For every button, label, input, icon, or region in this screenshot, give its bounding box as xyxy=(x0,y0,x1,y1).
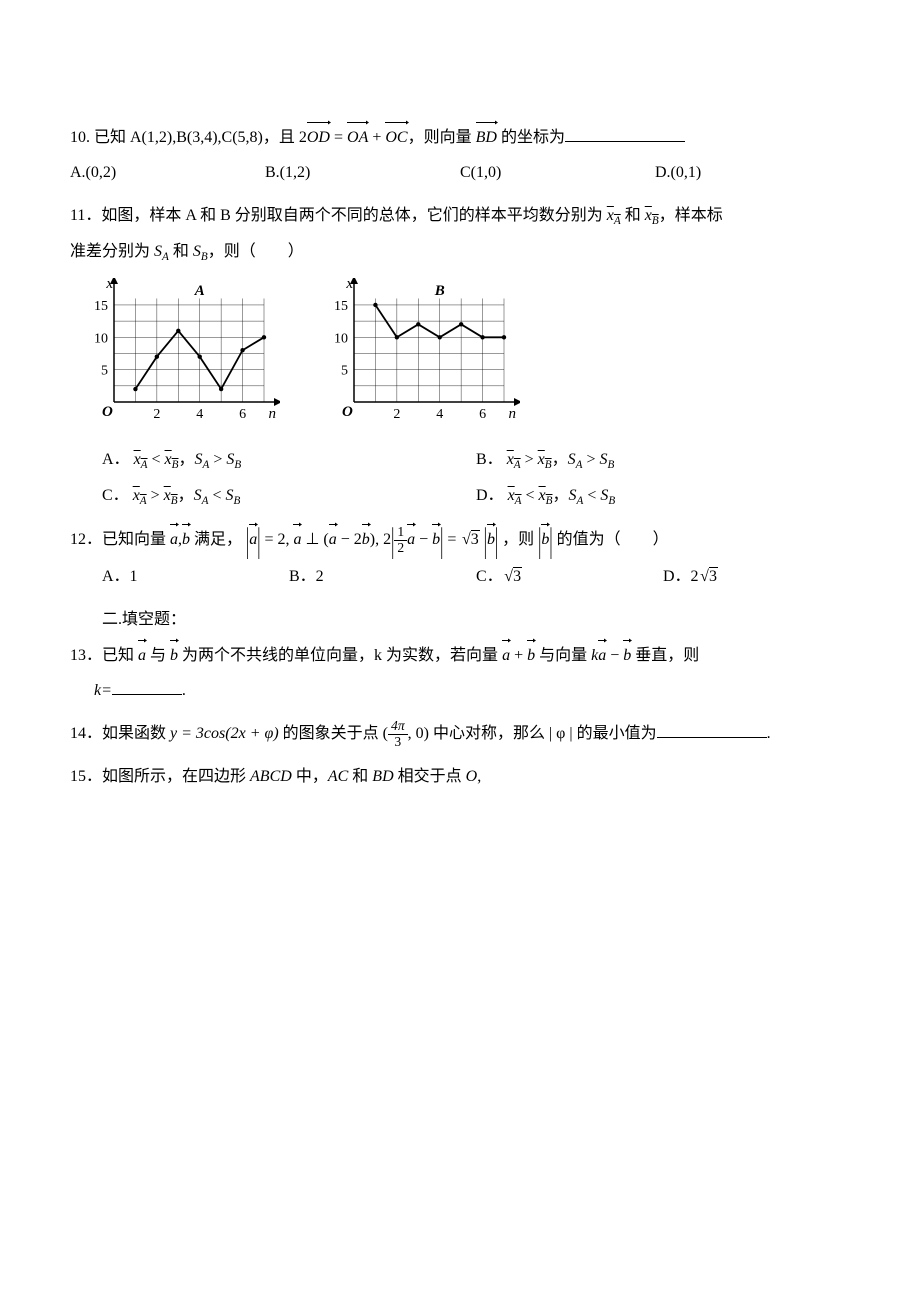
svg-text:5: 5 xyxy=(101,364,108,379)
q10-stem-a: 已知 A(1,2),B(3,4),C(5,8)，且 2 xyxy=(94,129,307,146)
svg-text:15: 15 xyxy=(94,299,108,314)
q10-opt-c: C(1,0) xyxy=(460,155,655,190)
question-14: 14．如果函数 y = 3cos(2x + φ) 的图象关于点 (4π3, 0)… xyxy=(70,716,850,751)
vec-BD: BD xyxy=(476,120,497,155)
q12-number: 12． xyxy=(70,531,102,548)
q15-number: 15． xyxy=(70,768,102,785)
q11-opt-b: B． xA > xB，SA > SB xyxy=(476,442,850,478)
svg-text:x: x xyxy=(345,278,353,292)
svg-text:15: 15 xyxy=(334,299,348,314)
section-2-title: 二.填空题： xyxy=(70,602,850,637)
svg-text:n: n xyxy=(509,406,517,422)
q12-opt-a: A．1 xyxy=(102,559,289,594)
xbar-B: xB xyxy=(645,207,659,224)
svg-text:6: 6 xyxy=(239,407,246,422)
svg-text:O: O xyxy=(342,404,353,420)
q11-opt-c: C． xA > xB，SA < SB xyxy=(102,478,476,514)
question-10: 10. 已知 A(1,2),B(3,4),C(5,8)，且 2OD = OA +… xyxy=(70,120,850,190)
q12-opt-c: C．3 xyxy=(476,559,663,594)
svg-text:B: B xyxy=(434,283,445,299)
q10-blank xyxy=(565,141,685,142)
S-A: SA xyxy=(154,243,169,260)
q14-number: 14． xyxy=(70,725,102,742)
q13-number: 13． xyxy=(70,647,102,664)
svg-text:4: 4 xyxy=(436,407,443,422)
q12-opt-d: D．23 xyxy=(663,559,850,594)
charts-row: 5 10 15 2 4 6 Ox n A 5 10 15 2 4 6 Ox n B xyxy=(70,278,850,428)
q10-options: A.(0,2) B.(1,2) C(1,0) D.(0,1) xyxy=(70,155,850,190)
svg-text:6: 6 xyxy=(479,407,486,422)
question-13: 13．已知 a 与 b 为两个不共线的单位向量，k 为实数，若向量 a + b … xyxy=(70,638,850,708)
vec-OC: OC xyxy=(385,120,407,155)
question-15: 15．如图所示，在四边形 ABCD 中，AC 和 BD 相交于点 O, xyxy=(70,759,850,794)
svg-text:2: 2 xyxy=(393,407,400,422)
q10-opt-b: B.(1,2) xyxy=(265,155,460,190)
q13-blank xyxy=(112,694,182,695)
q12-opt-b: B．2 xyxy=(289,559,476,594)
q10-opt-d: D.(0,1) xyxy=(655,155,850,190)
svg-text:n: n xyxy=(269,406,277,422)
svg-text:A: A xyxy=(194,283,205,299)
vec-OD: OD xyxy=(307,120,330,155)
q11-opt-d: D． xA < xB，SA < SB xyxy=(476,478,850,514)
svg-text:x: x xyxy=(105,278,113,292)
q11-opt-a: A． xA < xB，SA > SB xyxy=(102,442,476,478)
q11-options-row2: C． xA > xB，SA < SB D． xA < xB，SA < SB xyxy=(70,478,850,514)
q10-opt-a: A.(0,2) xyxy=(70,155,265,190)
chart-b: 5 10 15 2 4 6 Ox n B xyxy=(320,278,520,428)
question-12: 12．已知向量 a,b 满足， |a| = 2, a ⊥ (a − 2b), 2… xyxy=(70,522,850,595)
q14-blank xyxy=(657,737,767,738)
question-11: 11．如图，样本 A 和 B 分别取自两个不同的总体，它们的样本平均数分别为 x… xyxy=(70,198,850,513)
q12-options: A．1 B．2 C．3 D．23 xyxy=(70,559,850,594)
q10-number: 10. xyxy=(70,129,90,146)
svg-text:10: 10 xyxy=(334,331,348,346)
S-B: SB xyxy=(193,243,208,260)
vec-OA: OA xyxy=(347,120,368,155)
xbar-A: xA xyxy=(607,207,621,224)
q11-number: 11． xyxy=(70,207,101,224)
svg-text:4: 4 xyxy=(196,407,203,422)
svg-text:O: O xyxy=(102,404,113,420)
svg-text:2: 2 xyxy=(153,407,160,422)
svg-text:10: 10 xyxy=(94,331,108,346)
q11-options-row1: A． xA < xB，SA > SB B． xA > xB，SA > SB xyxy=(70,442,850,478)
svg-text:5: 5 xyxy=(341,364,348,379)
chart-a: 5 10 15 2 4 6 Ox n A xyxy=(80,278,280,428)
